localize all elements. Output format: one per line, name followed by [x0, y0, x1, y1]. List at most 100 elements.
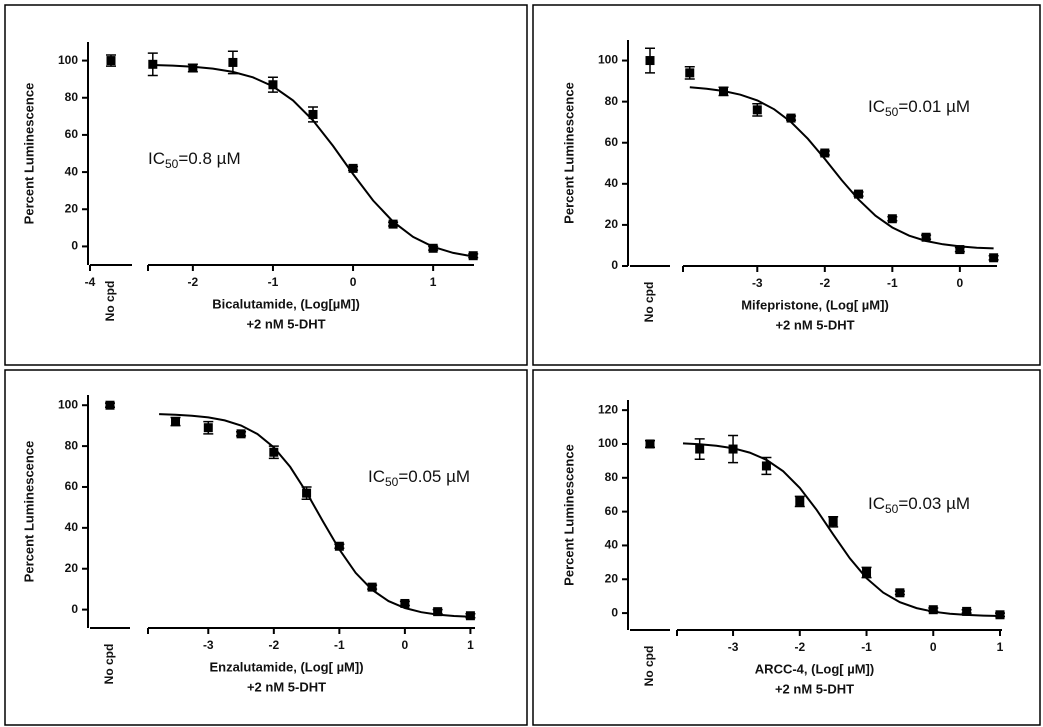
control-label: No cpd — [642, 282, 656, 323]
x-tick-label: -3 — [203, 638, 214, 652]
x-axis-label: +2 nM 5-DHT — [775, 317, 854, 332]
y-axis-label: Percent Luminescence — [561, 444, 576, 586]
x-tick-label: -2 — [794, 640, 805, 654]
data-point — [465, 611, 475, 621]
y-tick-label: 60 — [605, 504, 619, 518]
ic50-text: IC — [868, 494, 885, 513]
data-point — [302, 488, 312, 498]
ic50-annotation: IC50=0.05 µM — [368, 467, 470, 489]
x-axis-label: +2 nM 5-DHT — [247, 679, 326, 694]
control-point — [106, 56, 116, 66]
y-tick-label: 100 — [598, 436, 618, 450]
data-point — [761, 461, 771, 471]
data-point — [928, 605, 938, 615]
ic50-text: IC — [868, 97, 885, 116]
ic50-text: IC — [368, 467, 385, 486]
data-point — [188, 63, 198, 73]
fit-curve — [682, 442, 1001, 617]
y-axis-label: Percent Luminescence — [561, 82, 576, 224]
ic50-annotation: IC50=0.8 µM — [148, 149, 241, 171]
data-point — [995, 610, 1005, 620]
y-tick-label: 80 — [65, 90, 79, 104]
data-point — [962, 606, 972, 616]
data-point — [895, 588, 905, 598]
data-point — [268, 80, 278, 90]
data-point — [887, 214, 897, 224]
data-point — [308, 109, 318, 119]
panel-frame — [532, 4, 1041, 366]
ic50-annotation: IC50=0.01 µM — [868, 97, 970, 119]
fit-curve — [159, 413, 471, 618]
ic50-subscript: 50 — [885, 105, 899, 119]
ic50-value: =0.03 µM — [898, 494, 970, 513]
data-point — [695, 444, 705, 454]
ic50-subscript: 50 — [385, 475, 399, 489]
y-tick-label: 40 — [605, 538, 619, 552]
x-tick-label: -4 — [85, 275, 96, 289]
y-axis-label: Percent Luminescence — [21, 83, 36, 225]
y-tick-label: 100 — [58, 397, 78, 411]
x-axis-label: Bicalutamide, (Log[µM]) — [212, 296, 360, 311]
data-point — [269, 447, 279, 457]
ic50-text: IC — [148, 149, 165, 168]
y-tick-label: 100 — [58, 53, 78, 67]
y-tick-label: 60 — [605, 135, 619, 149]
y-tick-label: 80 — [605, 94, 619, 108]
y-tick-label: 80 — [65, 438, 79, 452]
ic50-subscript: 50 — [885, 502, 899, 516]
control-label: No cpd — [102, 644, 116, 685]
data-point — [786, 113, 796, 123]
data-point — [719, 86, 729, 96]
data-point — [989, 253, 999, 263]
x-axis-label: Mifepristone, (Log[ µM]) — [741, 297, 889, 312]
y-tick-label: 120 — [598, 402, 618, 416]
control-point — [105, 400, 115, 410]
y-tick-label: 40 — [605, 176, 619, 190]
y-tick-label: 20 — [605, 571, 619, 585]
data-point — [348, 163, 358, 173]
x-tick-label: -1 — [887, 276, 898, 290]
fit-curve — [689, 86, 994, 250]
data-point — [388, 219, 398, 229]
x-tick-label: -2 — [188, 275, 199, 289]
data-point — [400, 598, 410, 608]
x-axis-label: ARCC-4, (Log[ µM]) — [755, 661, 874, 676]
y-tick-label: 80 — [605, 470, 619, 484]
x-tick-label: 1 — [430, 275, 437, 289]
x-tick-label: 1 — [467, 638, 474, 652]
x-tick-label: -3 — [752, 276, 763, 290]
y-tick-label: 0 — [611, 605, 618, 619]
control-label: No cpd — [103, 281, 117, 322]
ic50-value: =0.01 µM — [898, 97, 970, 116]
x-tick-label: 1 — [997, 640, 1004, 654]
data-point — [228, 57, 238, 67]
x-tick-label: 0 — [350, 275, 357, 289]
data-point — [728, 444, 738, 454]
control-label: No cpd — [642, 646, 656, 687]
y-tick-label: 100 — [598, 53, 618, 67]
y-tick-label: 40 — [65, 520, 79, 534]
x-tick-label: 0 — [402, 638, 409, 652]
data-point — [428, 243, 438, 253]
x-tick-label: -2 — [819, 276, 830, 290]
x-tick-label: -1 — [861, 640, 872, 654]
x-tick-label: 0 — [930, 640, 937, 654]
panel-frame — [532, 369, 1041, 726]
y-tick-label: 20 — [65, 201, 79, 215]
control-point — [645, 439, 655, 449]
data-point — [752, 105, 762, 115]
x-axis-label: +2 nM 5-DHT — [775, 681, 854, 696]
y-tick-label: 0 — [611, 258, 618, 272]
y-tick-label: 60 — [65, 479, 79, 493]
panel-frame — [4, 4, 528, 366]
data-point — [862, 568, 872, 577]
data-point — [148, 59, 158, 69]
control-point — [645, 56, 655, 66]
y-tick-label: 60 — [65, 127, 79, 141]
y-tick-label: 0 — [71, 239, 78, 253]
data-point — [820, 148, 830, 158]
data-point — [171, 417, 181, 427]
data-point — [367, 582, 377, 592]
y-tick-label: 20 — [605, 217, 619, 231]
